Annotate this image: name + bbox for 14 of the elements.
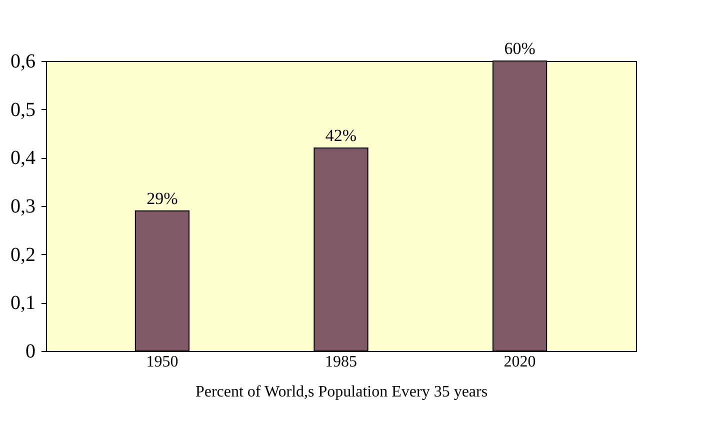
y-tick-label: 0,1 bbox=[10, 292, 36, 314]
data-label: 42% bbox=[325, 126, 357, 145]
y-tick-label: 0,4 bbox=[10, 147, 36, 170]
x-tick-label: 2020 bbox=[504, 354, 536, 370]
x-axis-title: Percent of World,s Population Every 35 years bbox=[195, 384, 488, 400]
y-tick-label: 0 bbox=[26, 340, 36, 362]
y-tick-label: 0,2 bbox=[10, 244, 36, 266]
x-tick-label: 1950 bbox=[146, 354, 178, 370]
y-tick-label: 0,6 bbox=[10, 50, 36, 72]
y-tick-label: 0,5 bbox=[10, 98, 36, 121]
data-label: 29% bbox=[146, 188, 178, 208]
x-tick-label: 1985 bbox=[325, 354, 357, 370]
y-tick-label: 0,3 bbox=[10, 196, 36, 218]
data-label: 60% bbox=[504, 39, 536, 58]
